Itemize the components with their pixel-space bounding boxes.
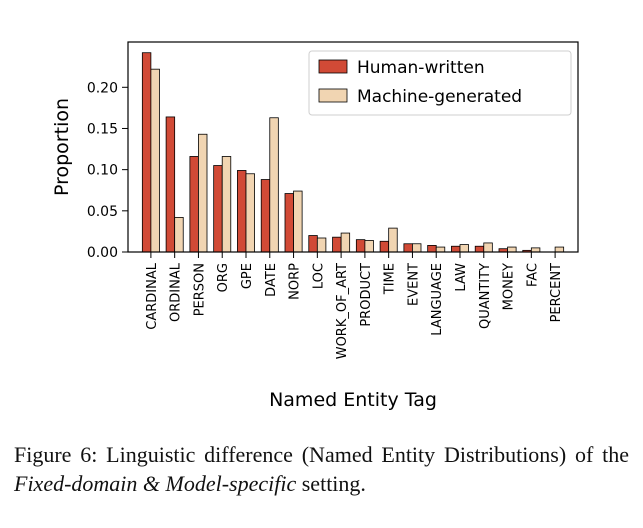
bar-human-gpe: [237, 170, 247, 253]
x-tick-label-norp: NORP: [288, 263, 303, 300]
y-axis-label: Proportion: [51, 98, 73, 196]
bar-machine-person: [198, 133, 208, 253]
x-tick-label-product: PRODUCT: [359, 263, 374, 327]
bar-machine-date: [269, 117, 279, 253]
bar-human-date: [260, 179, 271, 253]
y-tick-label: 0.20: [87, 80, 118, 96]
bar-human-person: [189, 156, 199, 253]
bar-machine-org: [221, 156, 232, 253]
y-axis: 0.00 0.05 0.10 0.15 0.20: [87, 80, 128, 261]
x-tick-label-language: LANGUAGE: [430, 263, 445, 336]
bar-human-loc: [308, 235, 318, 253]
x-tick-label-time: TIME: [383, 263, 398, 295]
plot-frame: [127, 41, 579, 253]
legend-swatch-machine: [318, 88, 348, 103]
x-tick-label-work-of-art: WORK_OF_ART: [335, 263, 350, 359]
legend-swatch-human: [318, 59, 348, 74]
bar-human-quantity: [474, 245, 485, 253]
y-tick-label: 0.05: [87, 204, 118, 220]
legend-label-human: Human-written: [357, 58, 485, 78]
bar-human-law: [451, 245, 461, 253]
x-tick-label-fac: FAC: [525, 263, 540, 287]
bar-machine-fac: [530, 247, 541, 253]
x-axis: CARDINAL ORDINAL PERSON ORG GPE DATE NORP LOC WO…: [145, 252, 564, 359]
bar-human-event: [403, 243, 413, 253]
bar-machine-money: [507, 246, 517, 253]
bar-machine-work-of-art: [340, 232, 351, 253]
x-tick-label-law: LAW: [454, 263, 469, 292]
bar-machine-law: [459, 244, 469, 253]
bar-machine-product: [364, 240, 374, 253]
y-tick-label: 0.10: [87, 163, 118, 179]
bar-human-product: [355, 239, 366, 253]
x-tick-label-loc: LOC: [311, 263, 326, 289]
bars-group: [141, 52, 565, 253]
x-axis-label: Named Entity Tag: [269, 389, 437, 411]
bar-machine-percent: [554, 246, 565, 253]
x-tick-label-event: EVENT: [406, 263, 421, 306]
bar-machine-quantity: [483, 242, 493, 253]
bar-human-time: [379, 240, 390, 253]
x-tick-label-quantity: QUANTITY: [478, 263, 493, 329]
x-tick-label-cardinal: CARDINAL: [145, 262, 160, 329]
bar-machine-language: [435, 246, 446, 253]
bar-machine-cardinal: [150, 68, 160, 253]
bar-human-org: [213, 165, 223, 253]
bar-human-ordinal: [165, 116, 176, 253]
bar-human-work-of-art: [332, 236, 342, 253]
x-tick-label-ordinal: ORDINAL: [169, 262, 184, 322]
bar-machine-time: [388, 227, 398, 253]
caption-suffix: setting.: [296, 471, 366, 496]
figure-caption: Figure 6: Linguistic difference (Named E…: [14, 440, 629, 498]
chart: 0.00 0.05 0.10 0.15 0.20 CARDINAL ORDINAL PERS…: [51, 41, 579, 411]
bar-machine-gpe: [245, 173, 255, 253]
legend-label-machine: Machine-generated: [357, 87, 522, 107]
x-tick-label-person: PERSON: [192, 263, 207, 316]
y-tick-label: 0.15: [87, 121, 118, 137]
bar-human-norp: [284, 193, 294, 253]
legend: Human-written Machine-generated: [308, 50, 572, 116]
x-tick-label-money: MONEY: [502, 263, 517, 310]
x-tick-label-org: ORG: [216, 263, 231, 292]
x-tick-label-gpe: GPE: [240, 263, 255, 289]
x-tick-label-percent: PERCENT: [549, 263, 564, 322]
bar-human-language: [427, 245, 437, 253]
bar-machine-norp: [293, 190, 303, 253]
bar-human-cardinal: [141, 52, 152, 253]
y-tick-label: 0.00: [87, 245, 118, 261]
caption-prefix: Figure 6: Linguistic difference (Named E…: [14, 442, 629, 467]
x-tick-label-date: DATE: [264, 263, 279, 297]
bar-machine-event: [412, 243, 422, 253]
bar-machine-ordinal: [174, 217, 184, 253]
caption-emphasis: Fixed-domain & Model-specific: [14, 471, 297, 496]
bar-machine-loc: [316, 237, 327, 253]
legend-frame: [308, 50, 572, 116]
